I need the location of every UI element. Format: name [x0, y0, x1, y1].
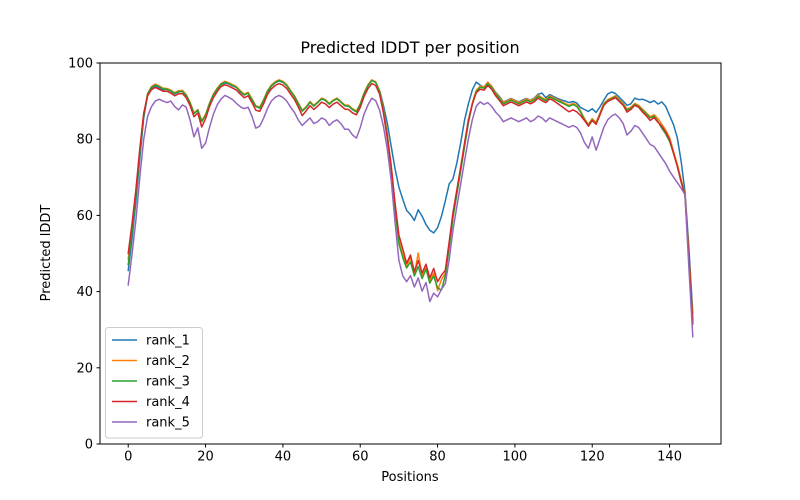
legend-label-rank_5: rank_5: [146, 416, 190, 431]
x-tick-label: 80: [429, 450, 446, 465]
legend-frame: [105, 327, 203, 439]
x-tick-label: 60: [352, 450, 369, 465]
x-tick-label: 100: [502, 450, 527, 465]
legend-label-rank_2: rank_2: [146, 354, 190, 369]
legend-label-rank_3: rank_3: [146, 375, 190, 390]
chart-title: Predicted lDDT per position: [300, 38, 519, 57]
x-tick-label: 140: [657, 450, 682, 465]
y-tick-label: 60: [76, 209, 93, 224]
x-axis-label: Positions: [381, 470, 439, 485]
legend: rank_1 rank_2 rank_3 rank_4 rank_5: [105, 327, 203, 439]
y-axis-label: Predicted lDDT: [39, 205, 54, 302]
y-tick-label: 40: [76, 285, 93, 300]
y-tick-label: 20: [76, 361, 93, 376]
y-tick-label: 80: [76, 133, 93, 148]
y-axis-ticks: 0 20 40 60 80 100: [68, 57, 100, 453]
x-tick-label: 0: [124, 450, 132, 465]
x-tick-label: 40: [275, 450, 292, 465]
axes-frame: [99, 62, 722, 445]
y-tick-label: 0: [85, 438, 93, 453]
legend-label-rank_1: rank_1: [146, 334, 190, 349]
legend-entries: rank_1 rank_2 rank_3 rank_4 rank_5: [112, 334, 190, 431]
x-axis-ticks: 0 20 40 60 80 100 120 140: [124, 444, 682, 465]
series-line-rank_4: [127, 82, 694, 326]
y-tick-label: 100: [68, 57, 93, 72]
plot-lines: [127, 79, 694, 338]
x-tick-label: 120: [580, 450, 605, 465]
x-tick-label: 20: [197, 450, 214, 465]
legend-label-rank_4: rank_4: [146, 395, 190, 410]
series-line-rank_5: [127, 94, 694, 338]
